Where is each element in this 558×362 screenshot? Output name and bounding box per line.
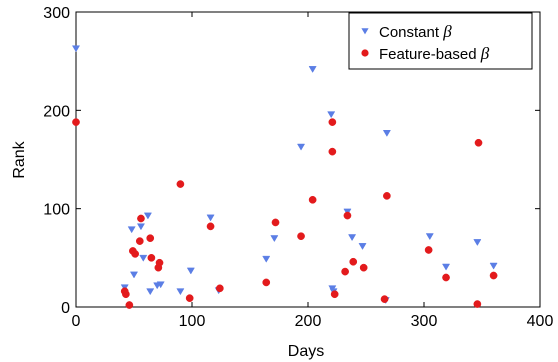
data-point-feature-based	[343, 211, 352, 220]
data-point-constant	[262, 255, 271, 263]
y-tick-label: 100	[43, 202, 70, 219]
data-point-feature-based	[442, 273, 450, 282]
data-point-feature-based	[271, 218, 280, 227]
data-point-constant	[442, 263, 451, 271]
data-point-constant	[146, 288, 155, 296]
data-point-constant	[348, 234, 357, 242]
data-point-feature-based	[206, 222, 215, 231]
data-point-constant	[358, 243, 367, 250]
data-point-feature-based	[125, 301, 134, 309]
series-feature-based-beta	[72, 118, 498, 309]
legend: Constant β Feature-based β	[348, 12, 533, 70]
data-point-feature-based	[135, 237, 144, 245]
data-point-constant	[327, 111, 336, 119]
data-point-constant	[143, 212, 152, 220]
data-point-feature-based	[328, 147, 337, 156]
data-point-feature-based	[147, 253, 156, 262]
data-point-feature-based	[489, 271, 498, 280]
x-tick-label: 100	[179, 313, 206, 330]
data-point-feature-based	[176, 180, 185, 188]
legend-entry-constant: Constant β	[361, 22, 452, 41]
data-point-feature-based	[308, 195, 317, 204]
data-point-constant	[71, 45, 81, 53]
data-point-constant	[156, 281, 165, 289]
y-tick-label: 200	[43, 103, 70, 120]
data-point-feature-based	[137, 214, 145, 223]
x-tick-label: 200	[295, 313, 322, 330]
legend-entry-feature-based: Feature-based β	[361, 44, 490, 63]
data-point-feature-based	[215, 284, 224, 293]
data-point-constant	[206, 214, 215, 222]
x-tick-label: 300	[411, 313, 438, 330]
data-point-feature-based	[341, 267, 349, 276]
data-point-constant	[139, 254, 148, 262]
data-point-constant	[270, 235, 279, 243]
data-point-constant	[186, 267, 195, 275]
data-point-feature-based	[424, 246, 433, 254]
data-point-feature-based	[185, 294, 194, 302]
legend-marker-feature-based	[361, 49, 369, 57]
legend-label-feature-based: Feature-based β	[379, 44, 490, 63]
data-point-feature-based	[474, 138, 483, 147]
data-point-feature-based	[72, 118, 80, 126]
x-axis-label: Days	[288, 343, 324, 360]
legend-box	[348, 12, 533, 70]
y-axis-label: Rank	[11, 140, 28, 178]
data-point-feature-based	[349, 257, 358, 266]
data-point-constant	[136, 223, 145, 231]
data-point-constant	[129, 271, 139, 279]
data-point-feature-based	[380, 295, 389, 303]
data-point-constant	[308, 66, 317, 73]
data-point-feature-based	[328, 118, 337, 126]
x-tick-label: 400	[527, 313, 554, 330]
data-points	[71, 45, 498, 309]
data-point-constant	[297, 143, 306, 151]
data-point-feature-based	[359, 263, 368, 272]
series-constant-beta	[71, 45, 498, 305]
x-tick-label: 0	[72, 313, 81, 330]
data-point-feature-based	[383, 192, 391, 200]
y-tick-label: 300	[43, 5, 70, 22]
data-point-constant	[489, 262, 498, 270]
data-point-feature-based	[330, 290, 339, 299]
data-point-feature-based	[262, 278, 271, 287]
data-point-constant	[425, 233, 434, 241]
data-point-feature-based	[122, 290, 130, 299]
legend-marker-constant	[361, 28, 369, 35]
y-tick-label: 0	[61, 300, 70, 317]
data-point-feature-based	[473, 300, 482, 308]
data-point-feature-based	[146, 234, 155, 243]
data-point-constant	[473, 239, 482, 247]
data-point-feature-based	[131, 250, 140, 258]
legend-label-constant: Constant β	[379, 22, 452, 41]
data-point-constant	[176, 288, 185, 296]
data-point-constant	[127, 226, 136, 234]
data-point-feature-based	[155, 258, 164, 267]
data-point-constant	[382, 130, 391, 137]
axis-ticks: 0 100 200 300 400 0 100 200 300	[43, 5, 553, 330]
data-point-feature-based	[297, 232, 305, 241]
